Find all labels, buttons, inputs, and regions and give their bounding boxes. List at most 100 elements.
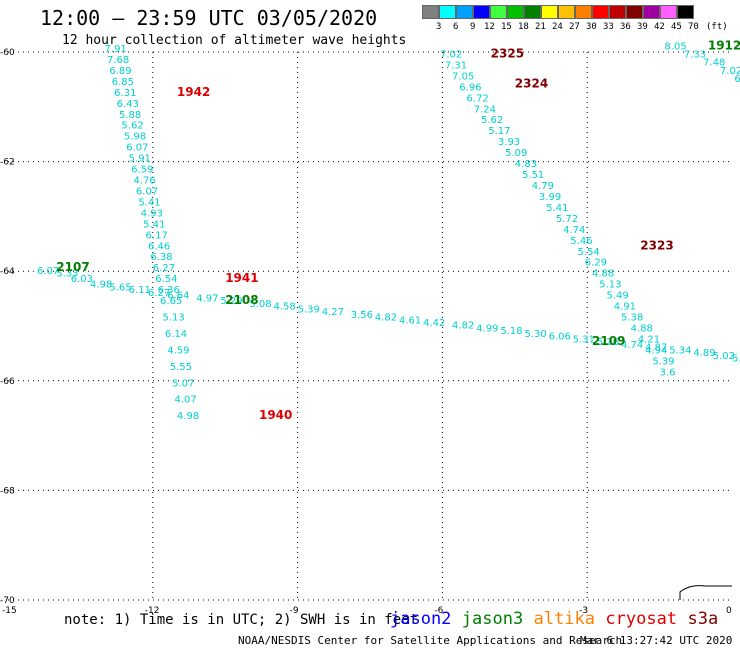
color-swatch xyxy=(524,5,541,19)
wave-height-value: 4.98 xyxy=(177,411,199,422)
longitude-label: -3 xyxy=(579,606,588,616)
legend-jason3: jason3 xyxy=(461,609,524,629)
pass-time-label: 2108 xyxy=(225,293,258,307)
wave-height-value: 6.03 xyxy=(71,274,93,285)
wave-height-value: 5.39 xyxy=(298,304,320,315)
wave-height-value: 5.26 xyxy=(597,337,619,348)
wave-height-value: 6.85 xyxy=(112,77,134,88)
wave-height-value: 5.88 xyxy=(119,110,141,121)
wave-height-value: 6.29 xyxy=(585,258,607,269)
color-swatch xyxy=(422,5,439,19)
pass-time-label: 1942 xyxy=(177,85,210,99)
wave-height-value: 7.68 xyxy=(107,55,129,66)
wave-height-value: 5.09 xyxy=(505,148,527,159)
color-scale-label: 9 xyxy=(470,22,476,32)
wave-height-value: 4.88 xyxy=(592,269,614,280)
wave-height-value: 5.41 xyxy=(138,197,160,208)
color-swatch xyxy=(490,5,507,19)
wave-height-value: 4.97 xyxy=(196,293,218,304)
longitude-label: 0 xyxy=(726,606,732,616)
wave-height-value: 5.17 xyxy=(488,126,510,137)
wave-height-value: 6.07 xyxy=(136,186,158,197)
wave-height-value: 4.82 xyxy=(452,321,474,332)
wave-height-value: 7.31 xyxy=(445,60,467,71)
latitude-label: -66 xyxy=(0,377,15,387)
wave-height-value: 5.34 xyxy=(669,345,691,356)
wave-height-value: 7.24 xyxy=(474,104,496,115)
color-scale-label: 21 xyxy=(535,22,546,32)
pass-time-label: 2107 xyxy=(56,260,89,274)
color-swatch xyxy=(541,5,558,19)
wave-height-value: 6.38 xyxy=(150,252,172,263)
wave-height-value: 6.36 xyxy=(158,285,180,296)
color-swatch xyxy=(439,5,456,19)
footer-note: note: 1) Time is in UTC; 2) SWH is in fe… xyxy=(64,612,419,628)
color-scale-label: 36 xyxy=(620,22,631,32)
color-scale-bar xyxy=(422,5,694,19)
color-scale-label: 70 xyxy=(688,22,699,32)
color-scale-labels: 3 6 9 12 15 18 21 24 27 30 33 36 39 42 45 70 xyxy=(422,22,740,34)
wave-height-value: 5.46 xyxy=(570,236,592,247)
wave-height-value: 5.18 xyxy=(500,326,522,337)
color-scale-label: 30 xyxy=(586,22,597,32)
wave-height-value: 5.33 xyxy=(56,269,78,280)
wave-height-value: 4.42 xyxy=(423,318,445,329)
wave-height-value: 8.05 xyxy=(664,41,686,52)
wave-height-value: 7.02 xyxy=(440,49,462,60)
pass-time-label: 1912 xyxy=(708,38,740,52)
wave-height-value: 4.79 xyxy=(532,181,554,192)
wave-height-value: 5.30 xyxy=(524,329,546,340)
pass-time-label: 1941 xyxy=(225,271,258,285)
wave-height-value: 5.07 xyxy=(172,378,194,389)
latitude-label: -70 xyxy=(0,596,15,606)
wave-height-value: 4.93 xyxy=(141,208,163,219)
wave-height-value: 6.11 xyxy=(129,285,151,296)
wave-height-value: 3.99 xyxy=(539,192,561,203)
longitude-label: -12 xyxy=(145,606,160,616)
color-scale-unit: (ft) xyxy=(706,22,728,32)
wave-height-value: 4.88 xyxy=(631,323,653,334)
wave-height-value: 4.99 xyxy=(476,323,498,334)
wave-height-value: 4.74 xyxy=(621,340,643,351)
footer-credit: NOAA/NESDIS Center for Satellite Applica… xyxy=(238,634,623,647)
wave-height-value: 5.31 xyxy=(573,334,595,345)
wave-height-value: 6.59 xyxy=(131,165,153,176)
wave-height-value: 4.07 xyxy=(175,395,197,406)
longitude-label: -6 xyxy=(434,606,443,616)
map-subtitle: 12 hour collection of altimeter wave hei… xyxy=(62,33,407,48)
pass-time-label: 2324 xyxy=(515,77,548,91)
wave-height-value: 3.6 xyxy=(660,367,676,378)
wave-height-value: 6.07 xyxy=(126,143,148,154)
latitude-label: -60 xyxy=(0,48,15,58)
color-swatch xyxy=(575,5,592,19)
color-scale-label: 42 xyxy=(654,22,665,32)
color-swatch xyxy=(660,5,677,19)
color-swatch xyxy=(626,5,643,19)
wave-height-value: 5.13 xyxy=(162,313,184,324)
wave-height-value: 6.96 xyxy=(459,82,481,93)
legend-s3a: s3a xyxy=(687,609,719,629)
color-scale-label: 39 xyxy=(637,22,648,32)
color-swatch xyxy=(592,5,609,19)
legend-jason2: jason2 xyxy=(390,609,452,629)
wave-height-value: 6.06 xyxy=(549,332,571,343)
wave-height-value: 6.3 xyxy=(734,74,740,85)
wave-height-value: 5.38 xyxy=(621,313,643,324)
legend-altika: altika xyxy=(533,609,596,629)
wave-height-value: 5.41 xyxy=(143,219,165,230)
color-scale-label: 18 xyxy=(518,22,529,32)
wave-height-value: 7.02 xyxy=(720,66,740,77)
latitude-label: -68 xyxy=(0,486,15,496)
wave-height-value: 5.45 xyxy=(732,354,740,365)
wave-height-value: 6.07 xyxy=(37,266,59,277)
pass-time-label: 2109 xyxy=(592,334,625,348)
footer-timestamp: Mar 6 13:27:42 UTC 2020 xyxy=(580,634,733,647)
wave-height-value: 6.89 xyxy=(109,66,131,77)
map-title: 12:00 — 23:59 UTC 03/05/2020 xyxy=(40,6,378,30)
wave-height-value: 4.61 xyxy=(399,315,421,326)
wave-height-value: 4.59 xyxy=(167,345,189,356)
color-scale-label: 33 xyxy=(603,22,614,32)
wave-height-value: 6.54 xyxy=(155,274,177,285)
wave-height-value: 4.87 xyxy=(645,343,667,354)
